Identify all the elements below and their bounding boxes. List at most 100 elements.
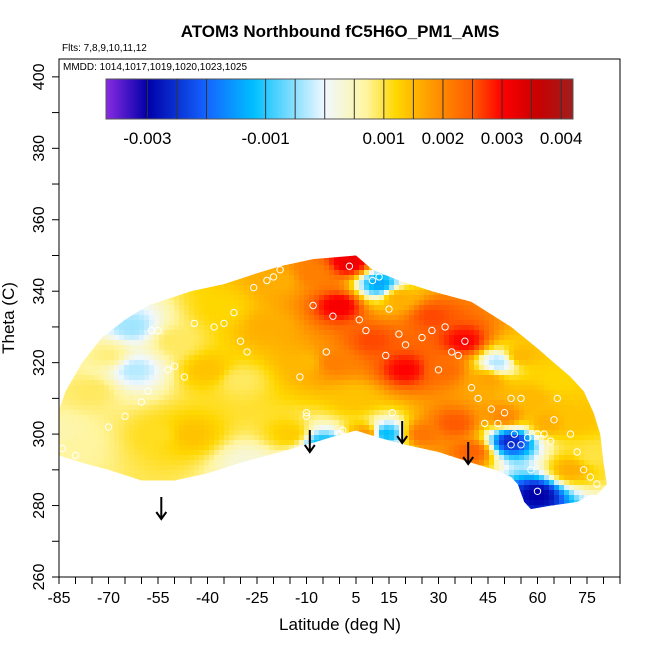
heatmap-cell [334, 420, 340, 426]
heatmap-cell [129, 280, 135, 286]
heatmap-cell [99, 485, 105, 491]
heatmap-cell [269, 320, 275, 326]
heatmap-cell [269, 490, 275, 496]
heatmap-cell [334, 465, 340, 471]
heatmap-cell [419, 445, 425, 451]
heatmap-cell [399, 500, 405, 506]
heatmap-cell [324, 525, 330, 531]
heatmap-cell [64, 455, 70, 461]
heatmap-cell [394, 415, 400, 421]
heatmap-cell [104, 500, 110, 506]
heatmap-cell [114, 345, 120, 351]
heatmap-cell [284, 525, 290, 531]
heatmap-cell [184, 240, 190, 246]
heatmap-cell [239, 360, 245, 366]
heatmap-cell [344, 240, 350, 246]
heatmap-cell [244, 310, 250, 316]
heatmap-cell [319, 520, 325, 526]
heatmap-cell [344, 435, 350, 441]
heatmap-cell [299, 420, 305, 426]
heatmap-cell [439, 465, 445, 471]
heatmap-cell [429, 255, 435, 261]
heatmap-cell [389, 310, 395, 316]
heatmap-cell [84, 395, 90, 401]
heatmap-cell [329, 360, 335, 366]
heatmap-cell [189, 285, 195, 291]
heatmap-cell [404, 265, 410, 271]
heatmap-cell [419, 505, 425, 510]
heatmap-cell [479, 500, 485, 506]
heatmap-cell [189, 500, 195, 506]
heatmap-cell [389, 465, 395, 471]
heatmap-cell [129, 395, 135, 401]
heatmap-cell [174, 405, 180, 411]
heatmap-cell [174, 320, 180, 326]
heatmap-cell [289, 425, 295, 431]
heatmap-cell [84, 415, 90, 421]
heatmap-cell [84, 345, 90, 351]
heatmap-cell [264, 490, 270, 496]
heatmap-cell [409, 420, 415, 426]
heatmap-cell [139, 285, 145, 291]
heatmap-cell [369, 400, 375, 406]
heatmap-cell [79, 290, 85, 296]
heatmap-cell [89, 460, 95, 466]
heatmap-cell [379, 255, 385, 261]
heatmap-cell [254, 410, 260, 416]
heatmap-cell [239, 475, 245, 481]
heatmap-cell [94, 495, 100, 501]
heatmap-cell [299, 300, 305, 306]
heatmap-cell [369, 470, 375, 476]
heatmap-cell [449, 270, 455, 276]
heatmap-cell [364, 470, 370, 476]
heatmap-cell [269, 445, 275, 451]
heatmap-cell [374, 460, 380, 466]
heatmap-cell [484, 445, 490, 451]
heatmap-cell [154, 335, 160, 341]
heatmap-cell [144, 440, 150, 446]
heatmap-cell [184, 455, 190, 461]
heatmap-cell [479, 395, 485, 401]
heatmap-cell [64, 395, 70, 401]
heatmap-cell [294, 400, 300, 406]
heatmap-cell [394, 260, 400, 266]
heatmap-cell [189, 470, 195, 476]
heatmap-cell [434, 435, 440, 441]
heatmap-cell [309, 305, 315, 311]
heatmap-cell [59, 285, 65, 291]
heatmap-cell [449, 310, 455, 316]
heatmap-cell [59, 385, 65, 391]
heatmap-cell [289, 515, 295, 521]
heatmap-cell [74, 330, 80, 336]
heatmap-cell [289, 350, 295, 356]
heatmap-cell [319, 275, 325, 281]
heatmap-cell [94, 425, 100, 431]
heatmap-cell [149, 465, 155, 471]
heatmap-cell [379, 500, 385, 506]
heatmap-cell [99, 480, 105, 486]
heatmap-cell [69, 255, 75, 261]
heatmap-cell [199, 440, 205, 446]
heatmap-cell [369, 325, 375, 331]
heatmap-cell [279, 400, 285, 406]
heatmap-cell [319, 510, 325, 516]
heatmap-cell [419, 510, 425, 516]
heatmap-cell [104, 450, 110, 456]
heatmap-cell [199, 470, 205, 476]
heatmap-cell [164, 445, 170, 451]
heatmap-cell [469, 395, 475, 401]
heatmap-cell [94, 370, 100, 376]
heatmap-cell [234, 295, 240, 301]
heatmap-cell [384, 315, 390, 321]
heatmap-cell [69, 310, 75, 316]
heatmap-cell [119, 480, 125, 486]
heatmap-cell [404, 475, 410, 481]
heatmap-cell [284, 335, 290, 341]
heatmap-cell [229, 365, 235, 371]
heatmap-cell [319, 495, 325, 501]
heatmap-cell [419, 285, 425, 291]
heatmap-cell [114, 475, 120, 481]
heatmap-cell [104, 245, 110, 251]
heatmap-cell [59, 520, 65, 526]
heatmap-cell [164, 415, 170, 421]
